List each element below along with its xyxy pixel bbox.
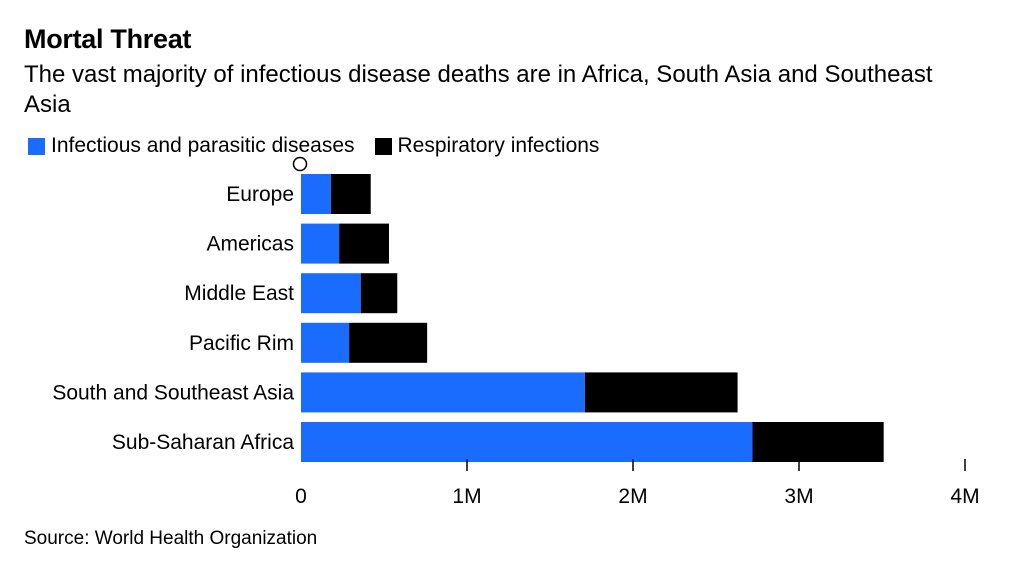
axis-origin-marker [292, 156, 308, 172]
x-tick-label-3m: 3M [784, 485, 813, 508]
bar-americas-respiratory [339, 223, 389, 264]
source-note: Source: World Health Organization [24, 528, 318, 549]
bar-sub-saharan-africa-infectious [301, 422, 753, 462]
bar-sub-saharan-africa-respiratory [752, 422, 884, 462]
chart-legend: Infectious and parasitic diseases Respir… [28, 134, 619, 158]
bar-europe-infectious [301, 174, 331, 214]
category-label-americas: Americas [206, 233, 294, 256]
category-label-europe: Europe [226, 183, 294, 206]
axis-ticks-group: 0 1M 2M 3M 4M [295, 459, 980, 508]
x-tick-label-4m: 4M [950, 485, 979, 508]
bar-europe-respiratory [330, 174, 371, 214]
x-tick-label-1m: 1M [452, 485, 481, 508]
legend-label-respiratory: Respiratory infections [397, 134, 600, 157]
x-tick-label-0: 0 [295, 485, 307, 508]
category-label-pacific-rim: Pacific Rim [189, 332, 294, 355]
bar-americas-infectious [301, 223, 340, 264]
bar-middle-east-respiratory [360, 273, 398, 314]
category-labels-group: Europe Americas Middle East Pacific Rim Sout… [52, 183, 294, 454]
bar-south-and-southeast-asia-respiratory [584, 372, 738, 413]
legend-item-respiratory: Respiratory infections [374, 134, 600, 158]
x-tick-label-2m: 2M [618, 485, 647, 508]
chart-title: Mortal Threat [24, 24, 192, 54]
category-label-south-and-southeast-asia: South and Southeast Asia [52, 381, 294, 404]
legend-label-infectious: Infectious and parasitic diseases [51, 134, 355, 157]
category-label-middle-east: Middle East [184, 282, 294, 305]
bars-group [301, 174, 884, 462]
legend-swatch-infectious [28, 137, 45, 155]
bar-pacific-rim-infectious [301, 322, 350, 363]
legend-swatch-respiratory [374, 137, 392, 155]
category-label-sub-saharan-africa: Sub-Saharan Africa [112, 431, 294, 454]
bar-pacific-rim-respiratory [349, 322, 428, 363]
bar-south-and-southeast-asia-infectious [301, 372, 585, 413]
chart-subtitle: The vast majority of infectious disease … [24, 61, 933, 118]
legend-item-infectious: Infectious and parasitic diseases [28, 134, 355, 158]
bar-middle-east-infectious [301, 273, 361, 314]
